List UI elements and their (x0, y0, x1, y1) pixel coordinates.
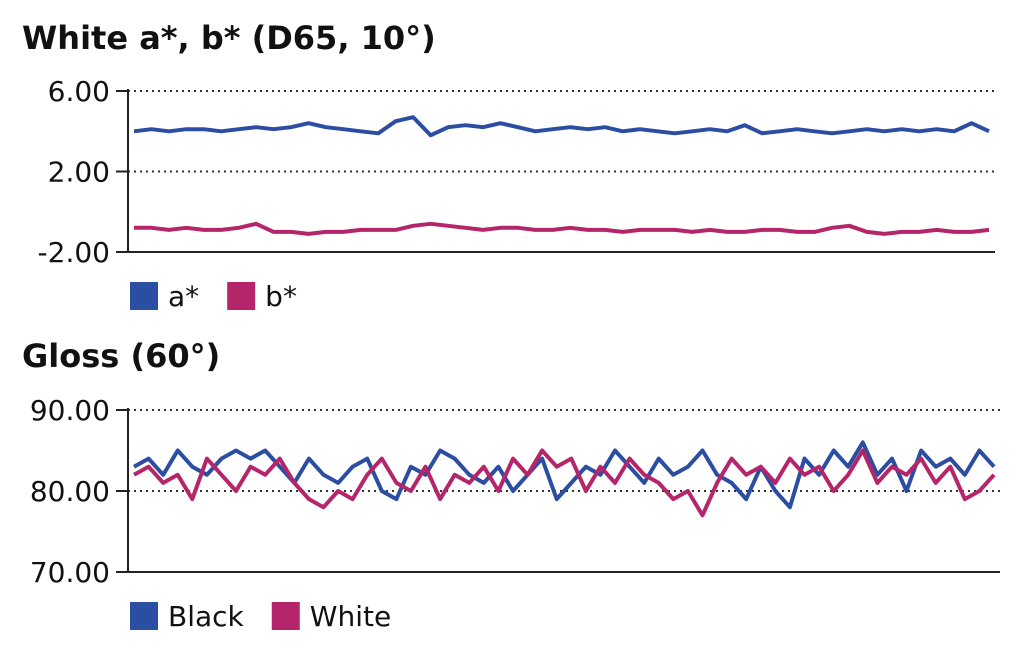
series-line (133, 115, 990, 138)
y-tick-label: 2.00 (48, 156, 110, 189)
legend-label: b* (265, 280, 297, 313)
legend-swatch (271, 602, 300, 630)
legend-swatch (130, 602, 158, 630)
series-line (134, 221, 990, 236)
y-tick-label: 6.00 (48, 75, 110, 108)
legend-label: a* (168, 280, 199, 313)
legend-label: White (310, 600, 391, 633)
chart-title: Gloss (60°) (22, 337, 220, 375)
series-line (133, 448, 996, 518)
legend-swatch (227, 282, 256, 310)
y-tick-label: 80.00 (30, 475, 110, 508)
y-tick-label: -2.00 (38, 236, 110, 269)
y-tick-label: 70.00 (30, 556, 110, 589)
legend-label: Black (168, 600, 245, 633)
legend-swatch (130, 282, 158, 310)
y-tick-label: 90.00 (30, 394, 110, 427)
chart-title: White a*, b* (D65, 10°) (22, 19, 436, 57)
